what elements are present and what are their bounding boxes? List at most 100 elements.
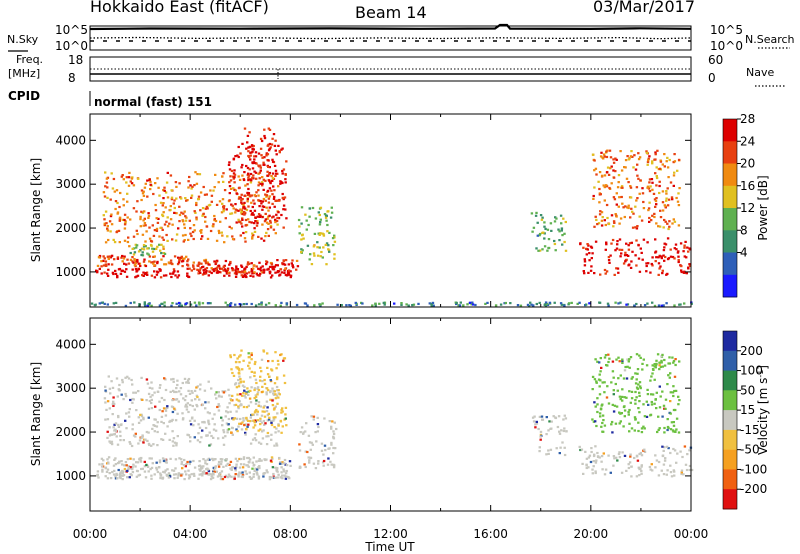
range-gate-cell (668, 158, 671, 162)
range-gate-cell (239, 196, 242, 199)
colorbar-swatch (723, 208, 737, 231)
range-gate-cell (264, 179, 267, 182)
range-gate-cell (637, 244, 640, 247)
range-gate-cell (140, 189, 144, 192)
range-gate-cell (197, 465, 201, 468)
range-gate-cell (274, 405, 277, 408)
range-gate-cell (121, 218, 124, 221)
range-gate-cell (207, 419, 210, 422)
range-gate-cell (651, 160, 654, 163)
range-gate-cell (249, 154, 252, 157)
range-gate-cell (146, 439, 149, 442)
range-gate-cell (585, 253, 588, 256)
range-gate-cell (277, 396, 280, 399)
range-gate-cell (282, 359, 285, 362)
range-gate-cell (139, 225, 142, 228)
range-gate-cell (248, 458, 252, 461)
range-gate-cell (232, 175, 235, 178)
range-gate-cell (255, 224, 259, 227)
range-gate-cell (239, 208, 242, 211)
range-gate-cell (246, 387, 249, 390)
range-gate-cell (230, 169, 234, 172)
range-gate-cell (158, 459, 162, 462)
range-gate-cell (615, 203, 618, 206)
range-gate-cell (160, 438, 163, 441)
range-gate-cell (673, 160, 677, 163)
range-gate-cell (669, 471, 673, 474)
range-gate-cell (144, 224, 147, 227)
range-gate-cell (149, 180, 152, 183)
range-gate-cell (200, 229, 203, 232)
range-gate-cell (105, 222, 108, 225)
range-gate-cell (636, 197, 639, 200)
range-gate-cell (252, 419, 255, 422)
range-gate-cell (192, 265, 195, 268)
range-gate-cell (201, 207, 205, 210)
range-gate-cell (137, 250, 141, 253)
range-gate-cell (227, 163, 231, 166)
range-gate-cell (244, 392, 248, 395)
range-gate-cell (612, 161, 616, 164)
range-gate-cell (610, 165, 613, 168)
range-gate-cell (162, 197, 165, 200)
range-gate-cell (158, 235, 161, 238)
range-gate-cell (107, 462, 110, 465)
range-gate-cell (124, 220, 127, 223)
range-gate-cell (169, 205, 172, 208)
range-gate-cell (620, 169, 624, 172)
range-gate-cell (208, 270, 211, 273)
range-gate-cell (674, 389, 678, 392)
range-gate-cell (319, 304, 322, 307)
range-gate-cell (96, 270, 99, 273)
range-gate-cell (266, 268, 269, 271)
range-gate-cell (238, 422, 241, 425)
range-gate-cell (106, 272, 109, 275)
range-gate-cell (120, 423, 123, 426)
range-gate-cell (145, 378, 149, 381)
range-gate-cell (628, 366, 631, 369)
power-scatter-region (192, 258, 300, 274)
range-gate-cell (621, 361, 624, 364)
range-gate-cell (656, 353, 660, 356)
range-gate-cell (269, 459, 273, 462)
range-gate-cell (272, 392, 275, 395)
range-gate-cell (282, 198, 285, 201)
range-gate-cell (653, 212, 656, 215)
range-tick-label: 1000 (55, 265, 86, 279)
range-gate-cell (125, 268, 128, 271)
range-gate-cell (100, 260, 103, 263)
range-gate-cell (666, 237, 670, 240)
range-gate-cell (590, 265, 593, 268)
range-gate-cell (663, 358, 666, 362)
range-gate-cell (596, 455, 600, 458)
range-gate-cell (234, 382, 238, 385)
range-gate-cell (259, 428, 262, 431)
range-gate-cell (540, 415, 544, 418)
range-gate-cell (223, 189, 227, 192)
range-gate-cell (164, 191, 168, 194)
range-gate-cell (281, 425, 284, 428)
range-gate-cell (140, 210, 143, 213)
range-gate-cell (628, 358, 631, 361)
range-gate-cell (675, 248, 678, 251)
range-gate-cell (251, 467, 254, 470)
range-gate-cell (667, 362, 670, 365)
range-gate-cell (112, 400, 115, 403)
range-gate-cell (288, 477, 291, 480)
range-gate-cell (186, 199, 189, 202)
range-gate-cell (642, 358, 645, 361)
range-gate-cell (247, 187, 250, 191)
range-gate-cell (676, 452, 679, 455)
range-gate-cell (629, 186, 633, 189)
range-gate-cell (332, 452, 335, 455)
range-gate-cell (212, 473, 215, 476)
range-gate-cell (166, 425, 169, 428)
range-gate-cell (282, 470, 286, 473)
range-gate-cell (241, 174, 244, 177)
range-gate-cell (638, 156, 642, 159)
range-gate-cell (270, 263, 274, 266)
range-gate-cell (204, 272, 208, 275)
range-gate-cell (166, 406, 169, 410)
range-gate-cell (598, 213, 602, 216)
range-gate-cell (265, 195, 268, 198)
